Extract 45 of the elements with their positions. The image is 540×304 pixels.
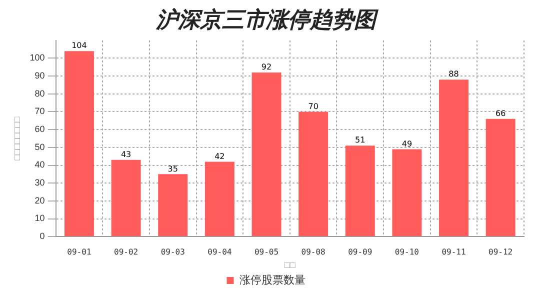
x-tick-label: 09-03	[160, 247, 186, 256]
x-tick-label: 09-10	[394, 247, 420, 256]
data-label: 35	[168, 164, 178, 174]
y-axis-title: □□□□□□□□	[12, 116, 22, 160]
y-tick-label: 90	[34, 70, 45, 81]
bar	[392, 149, 422, 236]
bar	[298, 112, 328, 236]
data-label: 70	[308, 102, 318, 111]
chart-title: 沪深京三市涨停趋势图	[155, 6, 379, 33]
x-tick-label: 09-01	[67, 247, 92, 256]
data-label: 43	[120, 150, 132, 159]
y-tick-label: 50	[34, 142, 45, 152]
bar	[345, 146, 375, 236]
bar	[158, 174, 188, 236]
y-tick-label: 20	[34, 195, 45, 206]
data-label: 88	[448, 70, 459, 79]
x-tick-label: 09-04	[208, 247, 232, 256]
data-label: 104	[72, 41, 87, 50]
y-tick-label: 80	[34, 88, 45, 98]
y-tick-label: 30	[34, 178, 45, 188]
y-tick-label: 0	[40, 231, 45, 242]
bar	[439, 80, 469, 236]
y-tick-label: 60	[34, 124, 45, 134]
y-tick-label: 10	[34, 213, 45, 224]
x-tick-label: 09-09	[348, 247, 372, 256]
y-tick-label: 70	[34, 106, 45, 116]
bar	[64, 51, 94, 236]
bar	[111, 160, 141, 236]
data-label: 92	[261, 62, 272, 72]
bar	[252, 72, 282, 236]
y-tick-label: 100	[30, 52, 45, 63]
legend-label: 涨停股票数量	[239, 273, 306, 286]
bar	[204, 162, 234, 236]
x-tick-label: 09-05	[254, 247, 279, 256]
x-tick-label: 09-02	[114, 247, 138, 256]
bar	[486, 118, 516, 236]
data-label: 42	[214, 152, 225, 161]
x-axis-title: □□	[284, 260, 296, 270]
data-label: 66	[495, 108, 506, 118]
data-label: 49	[402, 139, 412, 148]
x-tick-label: 09-08	[301, 247, 326, 256]
data-label: 51	[355, 136, 366, 145]
y-tick-label: 40	[34, 160, 45, 170]
x-tick-label: 09-12	[488, 247, 513, 256]
x-tick-label: 09-11	[442, 247, 466, 256]
